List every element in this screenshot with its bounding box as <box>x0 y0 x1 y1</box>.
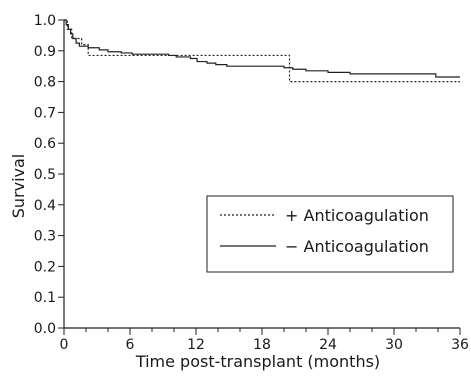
series-minus-anticoagulation-line <box>64 19 460 78</box>
y-axis-title: Survival <box>9 154 28 219</box>
legend-label-minus: − Anticoagulation <box>285 237 429 256</box>
x-tick-label: 24 <box>319 337 337 353</box>
x-tick-label: 18 <box>253 337 271 353</box>
legend-label-plus: + Anticoagulation <box>285 206 429 225</box>
y-tick-label: 0.9 <box>34 44 56 60</box>
y-tick-label: 0.3 <box>34 229 56 245</box>
y-tick-label: 0.2 <box>34 259 56 275</box>
y-tick-label: 0.7 <box>34 105 56 121</box>
y-tick-label: 0.1 <box>34 290 56 306</box>
y-tick-label: 0.6 <box>34 136 56 152</box>
x-axis: 0 6 12 18 24 30 36 <box>60 327 469 353</box>
y-tick-label: 0.8 <box>34 75 56 91</box>
legend: + Anticoagulation − Anticoagulation <box>206 195 454 273</box>
x-tick-label: 6 <box>126 337 135 353</box>
series-plus-anticoagulation-line <box>64 19 460 83</box>
y-tick-label: 1.0 <box>34 13 56 29</box>
x-tick-label: 12 <box>187 337 205 353</box>
x-tick-label: 36 <box>451 337 469 353</box>
x-tick-label: 30 <box>385 337 403 353</box>
legend-box <box>206 195 454 273</box>
y-tick-label: 0.4 <box>34 198 56 214</box>
plot-lines <box>64 19 460 83</box>
x-tick-label: 0 <box>60 337 69 353</box>
y-axis: 0.0 0.1 0.2 0.3 0.4 0.5 0.6 0.7 0.8 0.9 1.0 <box>34 13 65 337</box>
y-tick-label: 0.5 <box>34 167 56 183</box>
y-tick-label: 0.0 <box>34 321 56 337</box>
x-axis-title: Time post-transplant (months) <box>135 352 380 371</box>
